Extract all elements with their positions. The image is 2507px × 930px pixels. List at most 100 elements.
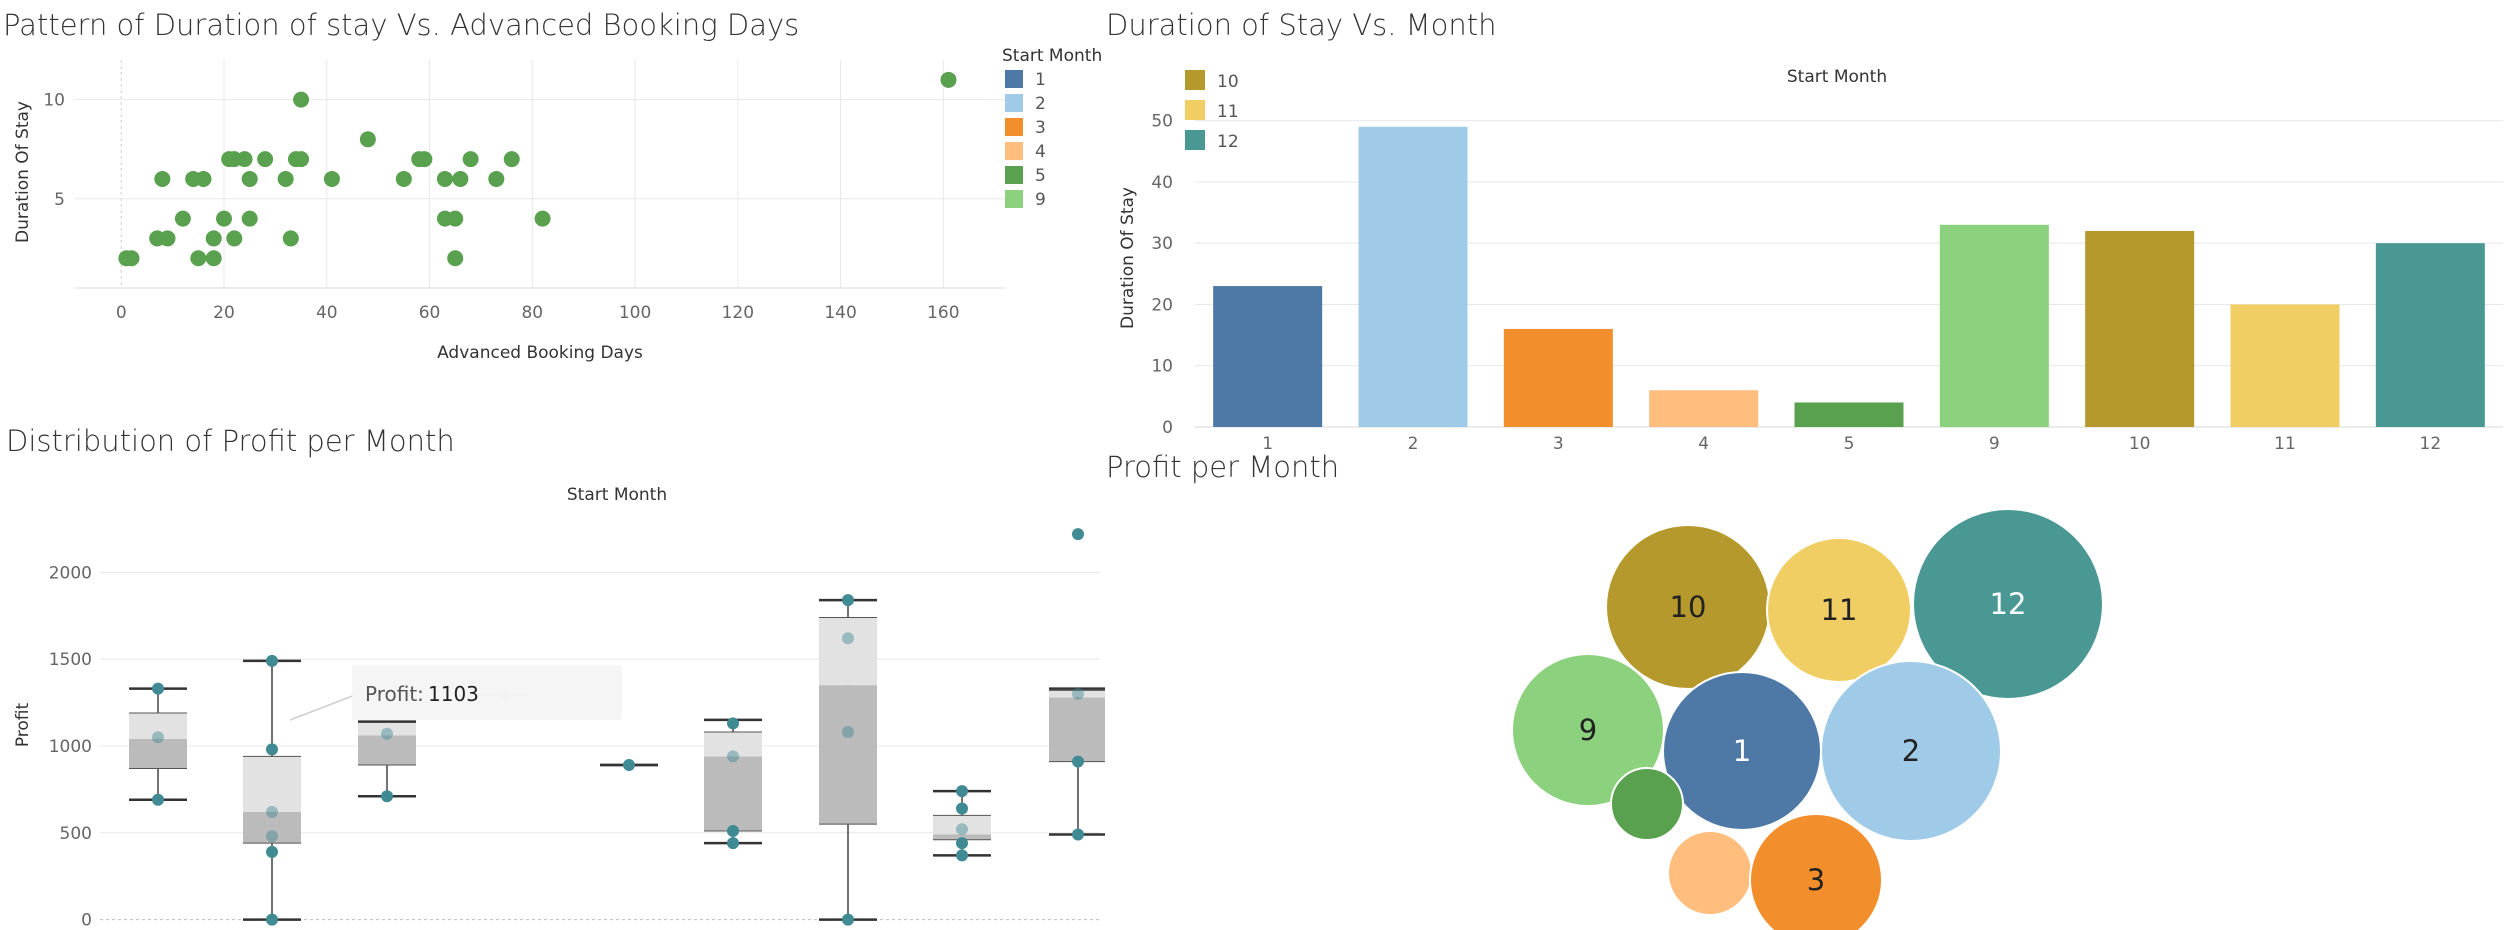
bubble[interactable]	[1511, 653, 1665, 807]
bubble[interactable]	[1667, 830, 1753, 916]
box-point[interactable]	[1072, 755, 1084, 768]
scatter-point[interactable]	[190, 250, 207, 267]
box-point[interactable]	[727, 750, 739, 763]
bar[interactable]	[1794, 402, 1904, 427]
scatter-point[interactable]	[940, 71, 957, 88]
box-upper-half[interactable]	[704, 732, 762, 757]
bar[interactable]	[1649, 390, 1759, 427]
box-point[interactable]	[381, 727, 393, 740]
scatter-point[interactable]	[503, 151, 520, 168]
box-point[interactable]	[152, 682, 164, 695]
box-point[interactable]	[266, 845, 278, 858]
box-point[interactable]	[956, 849, 968, 862]
box-upper-half[interactable]	[819, 617, 877, 686]
box-point[interactable]	[266, 805, 278, 818]
box-point[interactable]	[381, 790, 393, 803]
box-point[interactable]	[956, 837, 968, 850]
scatter-point[interactable]	[205, 250, 222, 267]
scatter-point[interactable]	[277, 170, 294, 187]
bar[interactable]	[1213, 286, 1323, 427]
bubble[interactable]	[1749, 813, 1883, 930]
box-point[interactable]	[1072, 528, 1084, 541]
scatter-point[interactable]	[534, 210, 551, 227]
box-upper-half[interactable]	[933, 815, 991, 835]
box-point[interactable]	[842, 632, 854, 645]
box-plot-chart[interactable]: Start Month 0 500 1000 1500 2000 Profit Prof…	[0, 470, 1105, 930]
box-point[interactable]	[842, 913, 854, 926]
box-point[interactable]	[956, 802, 968, 815]
box-lower-half[interactable]	[933, 834, 991, 840]
scatter-point[interactable]	[323, 170, 340, 187]
bar[interactable]	[1939, 224, 2049, 427]
scatter-point[interactable]	[205, 230, 222, 247]
box-lower-half[interactable]	[704, 756, 762, 832]
box-lower-half[interactable]	[129, 738, 187, 769]
scatter-point[interactable]	[236, 151, 253, 168]
box-upper-half[interactable]	[129, 712, 187, 739]
box-lower-half[interactable]	[819, 685, 877, 825]
bar[interactable]	[2230, 304, 2340, 427]
box-lower-half[interactable]	[1049, 697, 1105, 762]
scatter-point[interactable]	[282, 230, 299, 247]
scatter-point[interactable]	[226, 230, 243, 247]
scatter-point[interactable]	[447, 250, 464, 267]
box-point[interactable]	[266, 830, 278, 843]
scatter-point[interactable]	[159, 230, 176, 247]
bar[interactable]	[1503, 328, 1613, 427]
box-point[interactable]	[266, 743, 278, 756]
box-point[interactable]	[266, 913, 278, 926]
bubble[interactable]	[1610, 767, 1684, 841]
scatter-point[interactable]	[174, 210, 191, 227]
legend-swatch	[1005, 94, 1023, 112]
scatter-point[interactable]	[241, 210, 258, 227]
bar-header: Start Month	[1787, 67, 1887, 87]
bubble[interactable]	[1766, 537, 1912, 683]
scatter-chart[interactable]: 0 20 40 60 80 100 120 140 160 5 10 Advanced Bookin…	[0, 40, 1105, 440]
scatter-point[interactable]	[462, 151, 479, 168]
tooltip-label: Profit:	[365, 682, 424, 706]
box-point[interactable]	[1072, 828, 1084, 841]
scatter-point[interactable]	[154, 170, 171, 187]
box-point[interactable]	[727, 717, 739, 730]
box-header: Start Month	[567, 485, 667, 505]
box-point[interactable]	[152, 731, 164, 744]
box-upper-half[interactable]	[243, 756, 301, 812]
bar[interactable]	[2085, 230, 2195, 427]
bar[interactable]	[2375, 243, 2485, 427]
box-y-tick-label: 500	[60, 824, 92, 844]
scatter-point[interactable]	[488, 170, 505, 187]
box-point[interactable]	[956, 823, 968, 836]
box-upper-half[interactable]	[1049, 690, 1105, 698]
box-point[interactable]	[727, 837, 739, 850]
scatter-point[interactable]	[216, 210, 233, 227]
box-upper-half[interactable]	[358, 721, 416, 736]
bubble[interactable]	[1820, 660, 2002, 842]
scatter-point[interactable]	[241, 170, 258, 187]
box-lower-half[interactable]	[243, 811, 301, 844]
scatter-point[interactable]	[359, 131, 376, 148]
box-point[interactable]	[152, 793, 164, 806]
bar[interactable]	[1358, 126, 1468, 427]
scatter-point[interactable]	[416, 151, 433, 168]
box-point[interactable]	[727, 825, 739, 838]
scatter-point[interactable]	[257, 151, 274, 168]
box-point[interactable]	[266, 654, 278, 667]
scatter-point[interactable]	[447, 210, 464, 227]
box-point[interactable]	[842, 594, 854, 607]
bubble[interactable]	[1912, 508, 2104, 700]
box-point[interactable]	[956, 785, 968, 798]
scatter-point[interactable]	[123, 250, 140, 267]
box-lower-half[interactable]	[358, 735, 416, 766]
scatter-point[interactable]	[293, 151, 310, 168]
box-point[interactable]	[623, 759, 635, 772]
scatter-point[interactable]	[452, 170, 469, 187]
scatter-point[interactable]	[436, 170, 453, 187]
box-point[interactable]	[1072, 687, 1084, 700]
box-point[interactable]	[842, 726, 854, 739]
scatter-point[interactable]	[195, 170, 212, 187]
bar-chart-title: Duration of Stay Vs. Month	[1106, 8, 1497, 42]
scatter-point[interactable]	[293, 91, 310, 108]
scatter-point[interactable]	[395, 170, 412, 187]
